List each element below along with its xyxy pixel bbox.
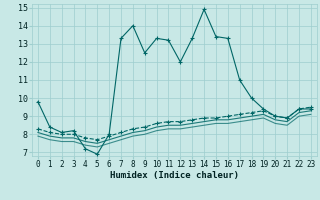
X-axis label: Humidex (Indice chaleur): Humidex (Indice chaleur)	[110, 171, 239, 180]
